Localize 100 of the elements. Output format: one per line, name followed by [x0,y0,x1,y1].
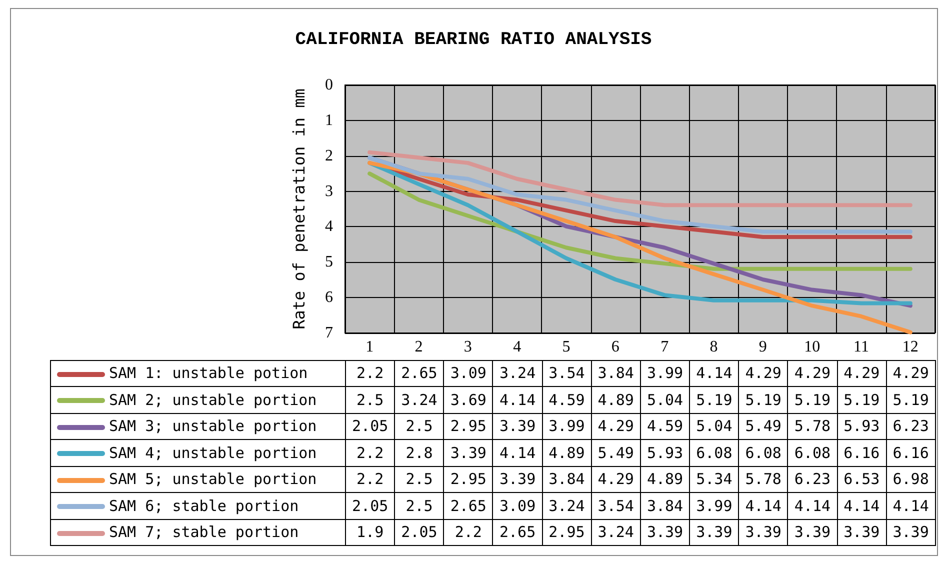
y-axis-title: Rate of penetration in mm [290,88,308,330]
data-label: 1.9 [346,519,395,546]
y-tick-label: 3 [325,182,333,200]
data-label: 4.29 [886,360,936,386]
x-tick-label: 9 [758,338,767,356]
data-label: 4.89 [640,466,690,492]
data-label: 5.49 [591,440,640,466]
line-series [368,160,912,334]
data-label: 2.05 [394,519,444,546]
data-label: 5.34 [690,466,739,492]
data-label: 5.49 [738,413,788,440]
x-tick-label: 2 [414,338,423,356]
data-label: 5.78 [788,413,838,440]
x-tick-label: 11 [854,338,869,356]
x-tick-label: 1 [366,338,374,356]
data-label: 4.29 [738,360,788,386]
data-label: 4.14 [492,440,542,466]
y-tick-label: 5 [325,254,333,271]
data-label: 5.19 [738,386,788,413]
y-tick-label: 2 [325,147,333,164]
data-label: 4.14 [738,492,788,519]
chart-title: CALIFORNIA BEARING RATIO ANALYSIS [295,30,652,50]
data-label: 2.05 [346,413,395,440]
data-label: 4.29 [591,466,640,492]
data-label: 5.93 [640,440,690,466]
legend-label: SAM 2; unstable portion [50,386,346,413]
data-label: 2.65 [444,492,493,519]
data-label: 4.14 [690,360,739,386]
data-label: 5.19 [690,386,739,413]
data-label: 3.99 [690,492,739,519]
data-label: 3.84 [542,466,592,492]
data-label: 5.78 [738,466,788,492]
data-label: 4.29 [591,413,640,440]
data-label: 5.19 [886,386,936,413]
data-label: 2.05 [346,492,395,519]
data-label: 3.39 [738,519,788,546]
data-label: 6.16 [886,440,936,466]
data-label: 3.39 [640,519,690,546]
data-label: 4.59 [542,386,592,413]
data-label: 4.29 [788,360,838,386]
y-tick-label: 0 [325,76,333,94]
data-label: 3.24 [542,492,592,519]
data-label: 4.89 [591,386,640,413]
data-label: 2.5 [346,386,395,413]
y-tick-label: 4 [325,218,333,236]
data-label: 6.23 [886,413,936,440]
data-label: 3.69 [444,386,493,413]
data-label: 2.8 [394,440,444,466]
legend-label: SAM 3; unstable portion [50,413,346,440]
data-label: 2.65 [492,519,542,546]
x-tick-label: 3 [464,338,472,356]
data-label: 3.09 [492,492,542,519]
data-label: 6.53 [837,466,886,492]
data-label: 3.39 [788,519,838,546]
data-label: 4.59 [640,413,690,440]
data-label: 6.08 [690,440,739,466]
data-label: 3.39 [492,466,542,492]
data-label: 3.39 [886,519,936,546]
data-label: 3.39 [444,440,493,466]
data-label: 6.23 [788,466,838,492]
data-label: 3.99 [640,360,690,386]
data-label: 2.65 [394,360,444,386]
x-tick-label: 10 [804,338,820,356]
data-label: 3.24 [492,360,542,386]
data-label: 4.14 [886,492,936,519]
data-label: 3.54 [542,360,592,386]
data-label: 2.2 [346,466,395,492]
y-tick-label: 7 [325,324,333,342]
data-label: 4.14 [837,492,886,519]
data-label: 2.5 [394,466,444,492]
data-label: 4.89 [542,440,592,466]
legend-label: SAM 7; stable portion [50,519,346,546]
data-label: 3.99 [542,413,592,440]
data-label: 5.19 [837,386,886,413]
data-label: 3.24 [591,519,640,546]
data-label: 2.95 [542,519,592,546]
x-tick-label: 6 [611,338,620,356]
data-label: 6.16 [837,440,886,466]
data-label: 3.39 [837,519,886,546]
data-label: 3.84 [591,360,640,386]
line-series [368,150,912,208]
data-label: 5.04 [690,413,739,440]
data-label: 2.5 [394,492,444,519]
data-label: 3.84 [640,492,690,519]
data-label: 3.39 [690,519,739,546]
data-label: 2.2 [346,440,395,466]
x-tick-label: 4 [513,338,522,356]
legend-label: SAM 6; stable portion [50,492,346,519]
x-tick-label: 7 [660,338,669,356]
y-tick-label: 6 [325,289,333,306]
data-label: 4.14 [492,386,542,413]
x-tick-label: 5 [562,338,570,356]
data-label: 4.29 [837,360,886,386]
data-label: 2.95 [444,413,493,440]
data-label: 6.08 [738,440,788,466]
x-tick-label: 12 [902,338,918,356]
data-label: 3.24 [394,386,444,413]
data-label: 5.04 [640,386,690,413]
x-tick-label: 8 [710,338,718,356]
data-label: 3.09 [444,360,493,386]
